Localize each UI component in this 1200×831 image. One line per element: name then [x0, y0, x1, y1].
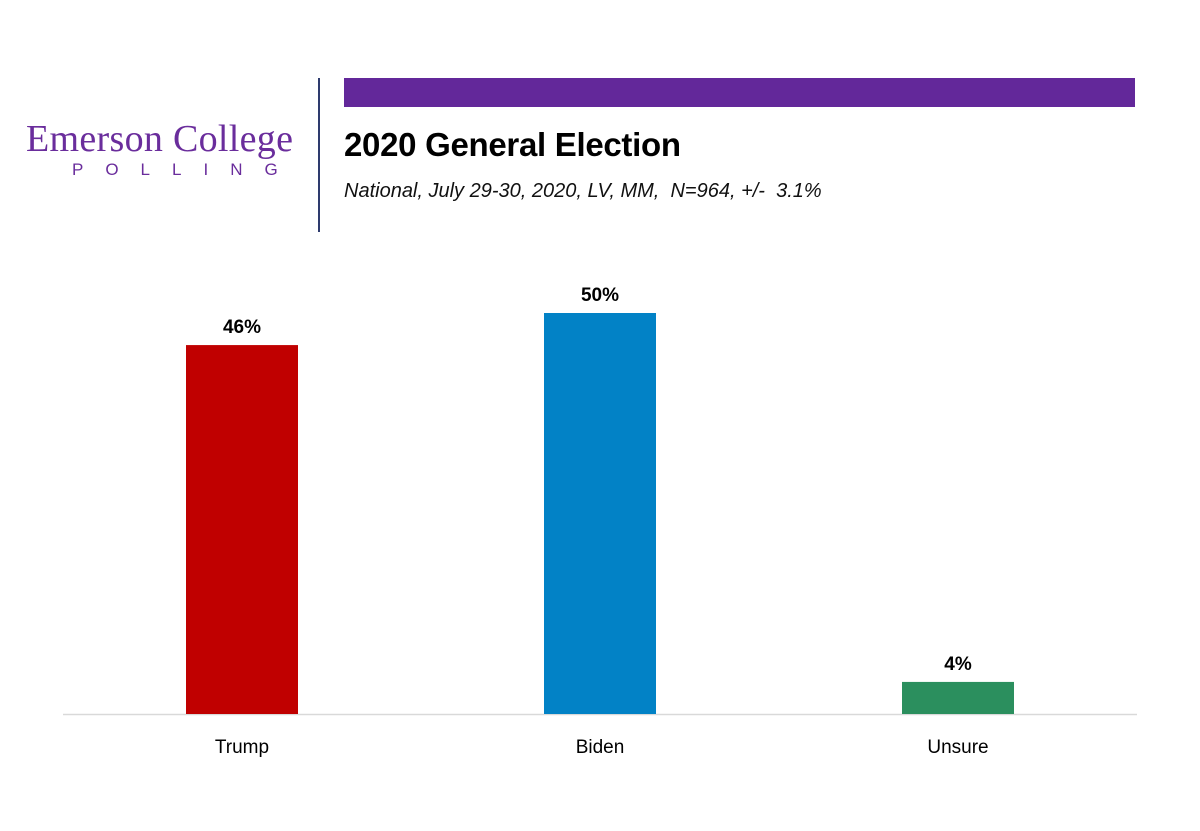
- chart-subtitle: National, July 29-30, 2020, LV, MM, N=96…: [344, 180, 822, 202]
- category-label-unsure: Unsure: [927, 737, 988, 758]
- value-label-biden: 50%: [581, 285, 619, 306]
- category-label-trump: Trump: [215, 737, 269, 758]
- logo-subtitle: POLLING: [72, 160, 300, 179]
- header-color-band: [344, 78, 1135, 107]
- logo-wordmark: Emerson College: [26, 118, 294, 160]
- bar-trump: [186, 345, 298, 714]
- chart-title: 2020 General Election: [344, 126, 681, 163]
- bar-unsure: [902, 681, 1014, 714]
- value-label-trump: 46%: [223, 317, 261, 338]
- header-divider: [318, 78, 320, 232]
- value-label-unsure: 4%: [944, 654, 972, 675]
- category-label-biden: Biden: [576, 737, 625, 758]
- bar-biden: [544, 313, 656, 714]
